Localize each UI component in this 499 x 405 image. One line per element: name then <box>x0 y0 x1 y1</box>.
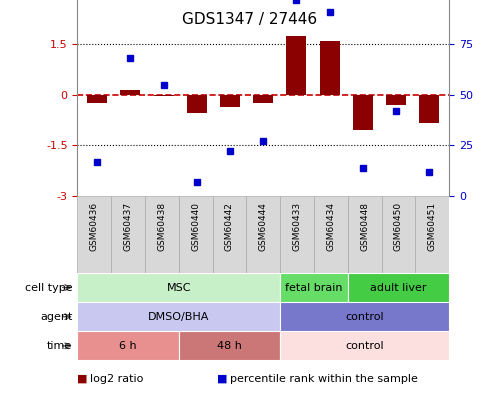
Text: GSM60434: GSM60434 <box>326 202 335 251</box>
Bar <box>280 331 449 360</box>
Bar <box>111 196 145 273</box>
Text: cell type: cell type <box>25 283 72 292</box>
Text: adult liver: adult liver <box>370 283 427 292</box>
Text: DMSO/BHA: DMSO/BHA <box>148 312 210 322</box>
Text: control: control <box>345 341 384 351</box>
Bar <box>280 273 348 302</box>
Bar <box>154 95 174 96</box>
Bar <box>348 196 382 273</box>
Text: GDS1347 / 27446: GDS1347 / 27446 <box>182 12 317 27</box>
Bar <box>382 196 415 273</box>
Bar <box>320 41 339 95</box>
Text: GSM60440: GSM60440 <box>191 202 200 251</box>
Bar <box>187 95 207 113</box>
Bar <box>220 95 240 107</box>
Bar <box>415 196 449 273</box>
Bar <box>253 95 273 103</box>
Text: control: control <box>345 312 384 322</box>
Text: GSM60450: GSM60450 <box>394 202 403 251</box>
Bar <box>286 36 306 95</box>
Bar <box>353 95 373 130</box>
Bar <box>77 273 280 302</box>
Bar <box>247 196 280 273</box>
Bar <box>213 196 247 273</box>
Bar <box>77 302 280 331</box>
Text: GSM60442: GSM60442 <box>225 202 234 251</box>
Bar <box>179 196 213 273</box>
Bar <box>179 331 280 360</box>
Text: time: time <box>47 341 72 351</box>
Text: log2 ratio: log2 ratio <box>90 374 143 384</box>
Text: 6 h: 6 h <box>119 341 137 351</box>
Bar <box>280 302 449 331</box>
Bar <box>120 90 140 95</box>
Bar <box>386 95 406 105</box>
Text: GSM60448: GSM60448 <box>360 202 369 251</box>
Text: fetal brain: fetal brain <box>285 283 343 292</box>
Bar <box>280 196 314 273</box>
Bar <box>314 196 348 273</box>
Text: MSC: MSC <box>167 283 191 292</box>
Text: 48 h: 48 h <box>217 341 242 351</box>
Text: GSM60436: GSM60436 <box>90 202 99 251</box>
Text: ■: ■ <box>217 374 228 384</box>
Text: GSM60451: GSM60451 <box>428 202 437 251</box>
Bar <box>77 331 179 360</box>
Text: agent: agent <box>40 312 72 322</box>
Text: GSM60444: GSM60444 <box>258 202 268 251</box>
Bar <box>77 196 111 273</box>
Text: percentile rank within the sample: percentile rank within the sample <box>230 374 418 384</box>
Bar <box>87 95 107 103</box>
Text: ■: ■ <box>77 374 88 384</box>
Text: GSM60433: GSM60433 <box>292 202 301 251</box>
Bar <box>145 196 179 273</box>
Text: GSM60437: GSM60437 <box>124 202 133 251</box>
Bar <box>419 95 439 124</box>
Bar <box>348 273 449 302</box>
Text: GSM60438: GSM60438 <box>157 202 166 251</box>
